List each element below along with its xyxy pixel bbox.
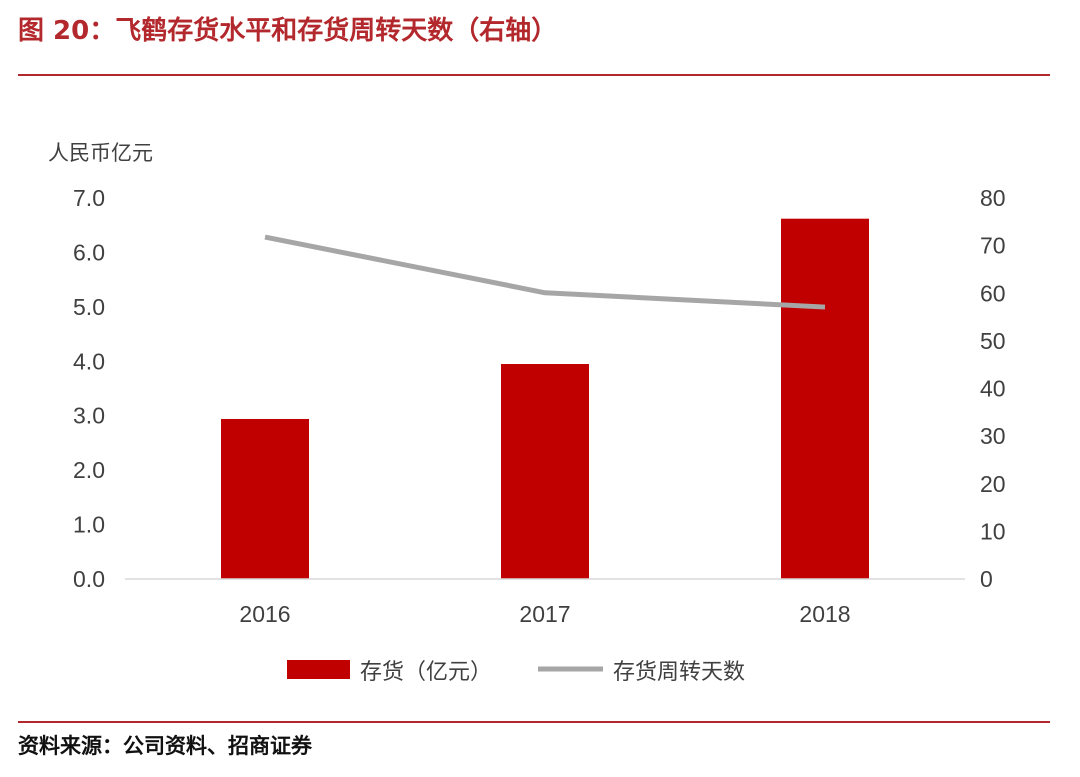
y2-tick-label: 10 <box>980 518 1006 544</box>
x-tick-label: 2018 <box>799 601 850 627</box>
x-tick-label: 2016 <box>239 601 290 627</box>
y2-tick-label: 0 <box>980 566 993 592</box>
source-note: 资料来源：公司资料、招商证券 <box>18 734 312 758</box>
bar-2016 <box>221 418 309 579</box>
y-tick-label: 7.0 <box>73 185 105 211</box>
y2-tick-label: 70 <box>980 233 1006 259</box>
figure-title: 图 20：飞鹤存货水平和存货周转天数（右轴） <box>18 16 558 46</box>
y2-tick-label: 20 <box>980 471 1006 497</box>
y2-tick-label: 30 <box>980 423 1006 449</box>
legend-bar-swatch <box>287 660 350 679</box>
footer-divider <box>18 721 1050 723</box>
y-tick-label: 6.0 <box>73 239 105 265</box>
legend-bar-label: 存货（亿元） <box>360 659 492 684</box>
y-tick-label: 0.0 <box>73 566 105 592</box>
y-tick-label: 2.0 <box>73 457 105 483</box>
y2-tick-label: 50 <box>980 328 1006 354</box>
y2-tick-label: 40 <box>980 376 1006 402</box>
y-tick-label: 1.0 <box>73 512 105 538</box>
y-axis-label: 人民币亿元 <box>48 142 153 165</box>
bar-2017 <box>501 364 589 579</box>
x-tick-label: 2017 <box>519 601 570 627</box>
y2-tick-label: 60 <box>980 280 1006 306</box>
title-divider <box>18 74 1050 76</box>
line-series-turnover-days <box>264 234 826 310</box>
y-tick-label: 3.0 <box>73 403 105 429</box>
bar-2018 <box>781 218 869 579</box>
y-tick-label: 5.0 <box>73 294 105 320</box>
legend-line-label: 存货周转天数 <box>613 659 745 684</box>
y2-tick-label: 80 <box>980 185 1006 211</box>
y-tick-label: 4.0 <box>73 348 105 374</box>
